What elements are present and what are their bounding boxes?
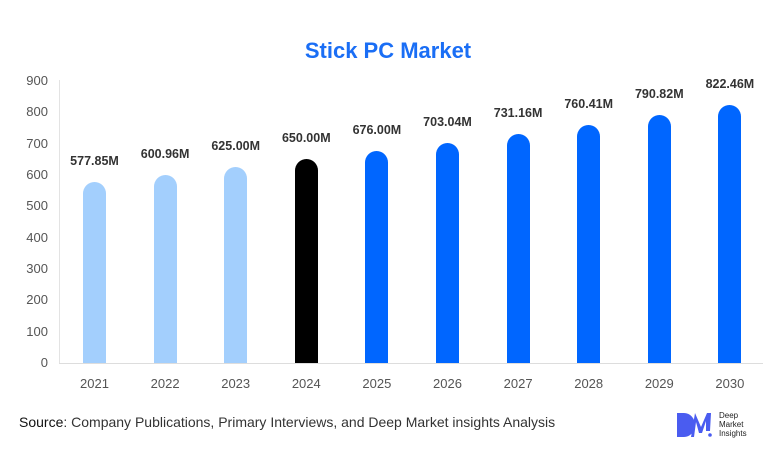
- x-tick-label: 2025: [362, 376, 392, 391]
- x-tick-label: 2029: [644, 376, 674, 391]
- bar-value-label: 577.85M: [70, 153, 119, 168]
- y-tick-label: 700: [26, 135, 48, 151]
- bar-2022: [153, 174, 177, 363]
- bar-2027: [506, 133, 530, 363]
- bar-value-label: 731.16M: [493, 105, 543, 120]
- y-tick-label: 500: [26, 198, 48, 214]
- y-tick-label: 200: [26, 292, 48, 308]
- bar-value-label: 625.00M: [211, 139, 261, 154]
- y-axis-line: [59, 80, 60, 363]
- source-text: : Company Publications, Primary Intervie…: [63, 414, 556, 430]
- logo-line-1: Deep: [719, 411, 739, 420]
- dm-logo-icon: [677, 413, 712, 437]
- bar-2024: [294, 159, 318, 363]
- x-tick-label: 2028: [574, 376, 604, 391]
- y-tick-label: 600: [26, 167, 48, 182]
- bar-value-label: 650.00M: [281, 131, 331, 146]
- source-note: Source: Company Publications, Primary In…: [19, 414, 555, 430]
- bar-value-label: 760.41M: [564, 96, 614, 111]
- x-tick-label: 2024: [291, 376, 321, 391]
- bar-2028: [577, 124, 601, 363]
- bar-2025: [365, 151, 389, 363]
- bar-2023: [224, 167, 248, 363]
- y-tick-label: 300: [26, 261, 48, 276]
- bar-2030: [718, 105, 742, 363]
- bar-value-label: 703.04M: [423, 114, 472, 129]
- logo-text: Deep Market Insights: [719, 411, 747, 438]
- bar-value-label: 600.96M: [140, 146, 190, 161]
- x-tick-label: 2022: [150, 376, 180, 391]
- chart-title: Stick PC Market: [304, 38, 472, 63]
- y-tick-label: 100: [26, 323, 48, 339]
- bar-value-label: 822.46M: [705, 77, 755, 92]
- logo-line-3: Insights: [719, 429, 747, 438]
- x-tick-label: 2023: [221, 376, 251, 391]
- bar-2029: [647, 115, 671, 363]
- x-axis-line: [59, 363, 763, 364]
- deep-market-insights-logo: Deep Market Insights: [677, 411, 767, 439]
- bar-2026: [436, 142, 459, 363]
- bar-2021: [83, 181, 106, 363]
- x-tick-label: 2027: [503, 376, 533, 391]
- y-tick-label: 0: [40, 355, 48, 370]
- bar-value-label: 790.82M: [634, 87, 684, 102]
- y-tick-label: 900: [26, 73, 48, 88]
- x-tick-label: 2026: [433, 376, 462, 391]
- y-tick-label: 800: [26, 104, 48, 120]
- source-label: Source: [19, 414, 64, 430]
- x-tick-label: 2021: [80, 376, 109, 391]
- bar-value-label: 676.00M: [352, 123, 402, 138]
- x-tick-label: 2030: [715, 376, 745, 391]
- logo-line-2: Market: [719, 420, 744, 429]
- y-tick-label: 400: [26, 229, 48, 245]
